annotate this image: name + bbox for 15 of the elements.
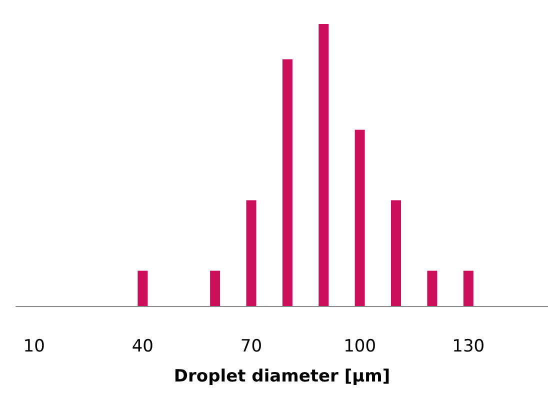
bar: [427, 270, 438, 306]
bar: [354, 130, 365, 306]
x-axis-title: Droplet diameter [µm]: [174, 366, 390, 386]
bar: [246, 200, 256, 306]
bar: [138, 270, 148, 306]
x-tick-label: 100: [344, 336, 376, 356]
x-tick-label: 10: [23, 336, 45, 356]
bar: [318, 24, 329, 306]
x-tick-label: 130: [452, 336, 485, 356]
bar: [391, 200, 401, 306]
bar: [282, 59, 292, 306]
x-tick-label: 40: [132, 336, 154, 356]
bar: [210, 270, 220, 306]
x-tick-label: 70: [240, 336, 262, 356]
bar: [463, 270, 474, 306]
